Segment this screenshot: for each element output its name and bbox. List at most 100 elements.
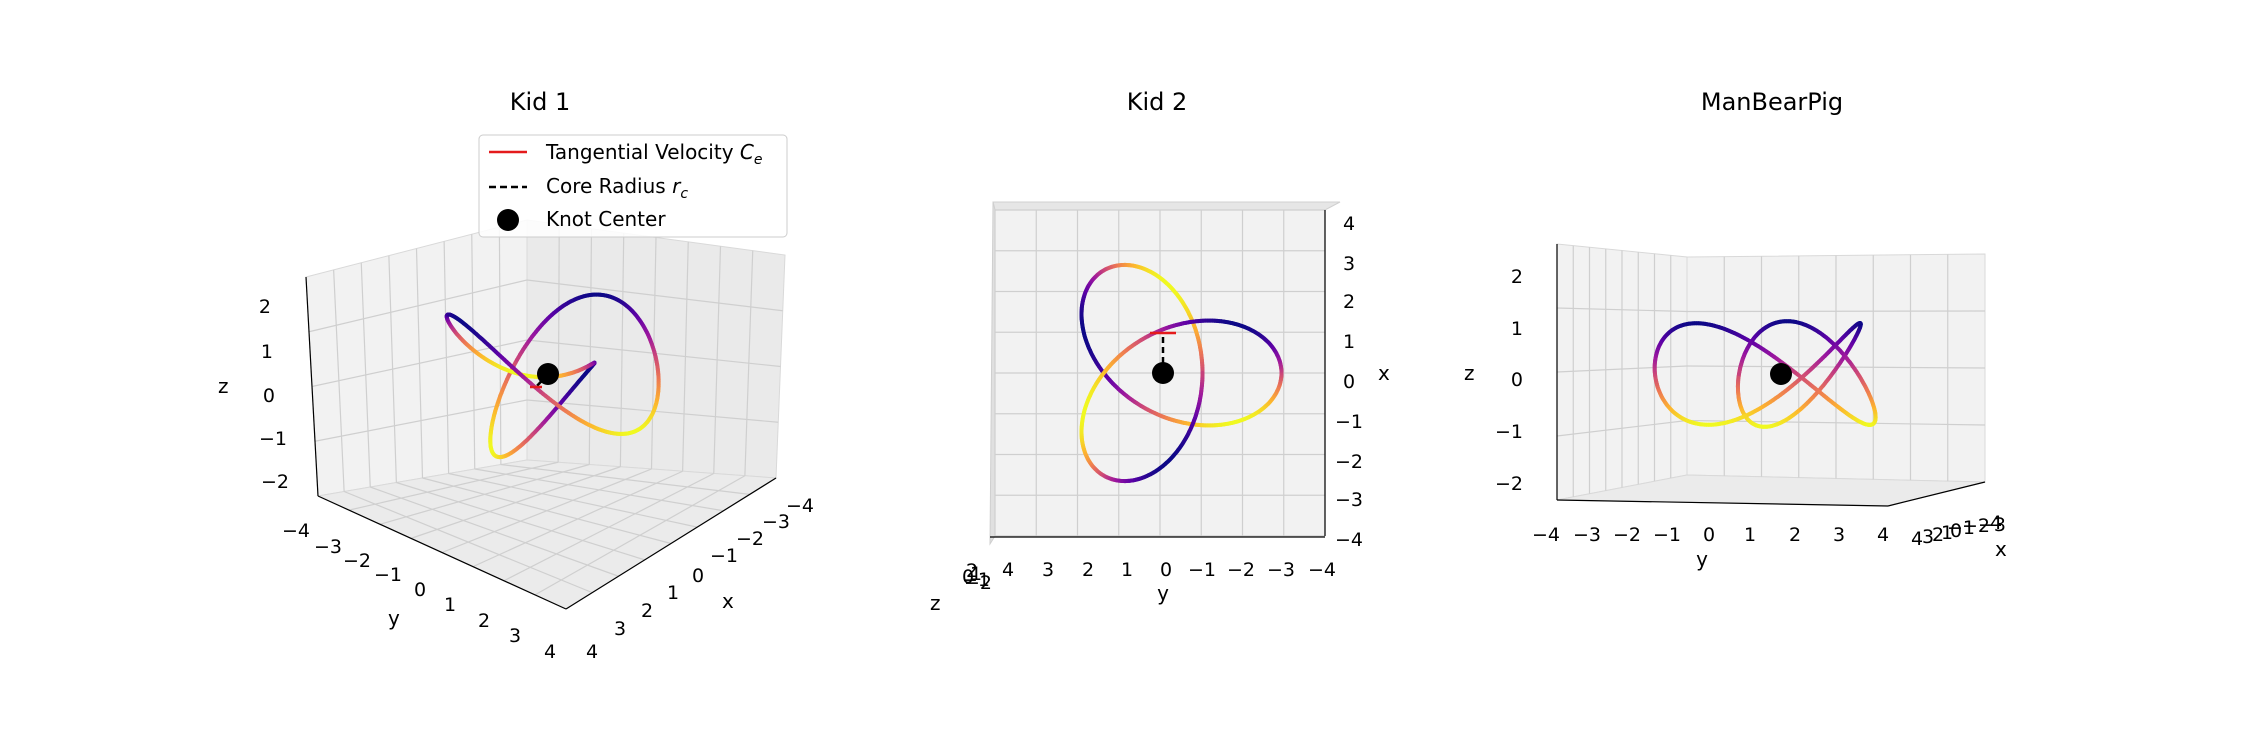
panel-3-x-axis-line xyxy=(1887,481,1986,507)
panel-2-knot-curve xyxy=(1079,262,1284,484)
panel-2-z-tick: −1 xyxy=(962,569,990,591)
panel-2-z-tick: −2 xyxy=(964,572,992,594)
panel-3-x-tick: 1 xyxy=(1941,522,1953,544)
panel-1-gridline xyxy=(500,463,750,495)
legend-center-label: Knot Center xyxy=(546,207,666,231)
panel-3-gridlines xyxy=(1556,245,1986,497)
legend-frame xyxy=(478,134,788,238)
panel-3-x-tick: 2 xyxy=(1932,524,1944,546)
panel-2-y-label: y xyxy=(1157,581,1169,605)
panel-3-x-tick: 4 xyxy=(1990,512,2002,534)
panel-2-y-tick: −3 xyxy=(1267,559,1295,581)
panel-3-x-tick: 0 xyxy=(1950,520,1962,542)
panel-3-z-tick: 0 xyxy=(1511,369,1523,391)
panel-1-x-tick: 2 xyxy=(641,600,653,622)
panel-1-z-axis-line xyxy=(305,276,319,497)
panel-2-y-tick: 1 xyxy=(1121,559,1133,581)
panel-2-z-tick: 0 xyxy=(962,566,974,588)
panel-2-knot-center-marker xyxy=(1152,362,1174,384)
panel-1-y-tick: −2 xyxy=(343,550,371,572)
legend: Tangential Velocity Ce Core Radius rc Kn… xyxy=(478,134,788,238)
panel-2-y-tick: −1 xyxy=(1188,559,1216,581)
panel-2-z-tick: 2 xyxy=(966,560,978,582)
panel-1-z-label: z xyxy=(218,374,229,398)
panel-1-y-tick: 1 xyxy=(444,594,456,616)
panel-1-x-tick: 3 xyxy=(614,618,626,640)
panel-2-x-tick: −2 xyxy=(1335,451,1363,473)
panel-2-y-tick: 0 xyxy=(1160,559,1172,581)
panel-3-z-label: z xyxy=(1464,361,1475,385)
panel-2-x-tick: 2 xyxy=(1343,291,1355,313)
panel-2-x-tick: 4 xyxy=(1343,213,1355,235)
panel-3-z-tick: 1 xyxy=(1511,318,1523,340)
panel-1-x-tick: −3 xyxy=(762,511,790,533)
panel-1-x-ticks: 4 3 2 1 0 −1 −2 −3 −4 xyxy=(586,495,814,663)
panel-1-gridline xyxy=(503,472,715,582)
panel-3-z-ticks: 2 1 0 −1 −2 xyxy=(1495,266,1523,495)
panel-1-z-tick: −1 xyxy=(259,428,287,450)
panel-2-y-tick: 3 xyxy=(1042,559,1054,581)
panel-3-x-tick: −1 xyxy=(1947,517,1975,539)
panel-3-x-tick: 4 xyxy=(1911,528,1923,550)
panel-2-left-sliver xyxy=(989,201,996,546)
panel-2-z-label: z xyxy=(930,591,941,615)
legend-center-swatch xyxy=(497,209,519,231)
panel-2-y-tick: 4 xyxy=(1002,559,1014,581)
panel-3-y-label: y xyxy=(1696,547,1708,571)
panel-1-x-tick: −1 xyxy=(710,545,738,567)
panel-2-x-tick: −1 xyxy=(1335,411,1363,433)
panel-1-y-label: y xyxy=(388,606,400,630)
panel-3-y-tick: −2 xyxy=(1613,524,1641,546)
panel-3-x-tick: −2 xyxy=(1962,515,1990,537)
panel-1-x-tick: −2 xyxy=(736,528,764,550)
panel-3-z-tick: −2 xyxy=(1495,473,1523,495)
panel-1-z-ticks: 2 1 0 −1 −2 xyxy=(259,296,289,493)
panel-2-x-tick: −4 xyxy=(1335,529,1363,551)
legend-radius-label: Core Radius rc xyxy=(546,174,688,202)
panel-2-x-tick: 0 xyxy=(1343,371,1355,393)
panel-2-top-sliver xyxy=(992,201,1341,211)
panel-2-title: Kid 2 xyxy=(1127,88,1188,116)
panel-kid-1: Kid 1 2 1 0 −1 −2 z −4 −3 −2 −1 0 1 2 3 xyxy=(218,88,814,663)
panel-3-x-ticks: 4 3 2 1 0 −1 −2 −3 4 xyxy=(1911,512,2006,550)
panel-3-x-tick: 3 xyxy=(1922,526,1934,548)
panel-2-x-tick: −3 xyxy=(1335,489,1363,511)
panel-1-x-tick: 0 xyxy=(692,565,704,587)
panel-1-gridline xyxy=(441,468,652,554)
panel-1-z-tick: 1 xyxy=(261,341,273,363)
panel-3-y-tick: 2 xyxy=(1789,524,1801,546)
panel-1-x-tick: −4 xyxy=(786,495,814,517)
panel-1-knot-segment xyxy=(515,355,521,362)
panel-3-x-label: x xyxy=(1995,537,2007,561)
panel-3-y-tick: −4 xyxy=(1532,524,1560,546)
panel-2-z-tick: 1 xyxy=(970,563,982,585)
panel-3-y-tick: 4 xyxy=(1877,524,1889,546)
panel-1-y-tick: 2 xyxy=(478,610,490,632)
panel-2-x-tick: 1 xyxy=(1343,331,1355,353)
panel-1-y-ticks: −4 −3 −2 −1 0 1 2 3 4 xyxy=(282,520,556,663)
panel-1-knot-center-marker xyxy=(537,363,559,385)
panel-1-gridline xyxy=(474,468,724,512)
panel-3-title: ManBearPig xyxy=(1701,88,1843,116)
panel-3-y-tick: −3 xyxy=(1573,524,1601,546)
panel-3-knot-curve xyxy=(1652,319,1878,429)
panel-3-z-tick: −1 xyxy=(1495,421,1523,443)
panel-kid-2: Kid 2 4 3 2 1 0 −1 −2 −3 −4 x 4 3 2 1 0 … xyxy=(930,88,1390,615)
panel-2-x-tick: 3 xyxy=(1343,253,1355,275)
panel-3-x-tick: −3 xyxy=(1978,514,2006,536)
panel-1-z-tick: 2 xyxy=(259,296,271,318)
panel-3-knot-center-marker xyxy=(1770,363,1792,385)
panel-manbearpig: ManBearPig 2 1 0 −1 −2 z −4 −3 −2 −1 0 1… xyxy=(1464,88,2007,571)
panel-2-y-ticks: 4 3 2 1 0 −1 −2 −3 −4 xyxy=(1002,559,1336,581)
panel-2-y-tick: −4 xyxy=(1308,559,1336,581)
panel-3-y-tick: 0 xyxy=(1703,524,1715,546)
panel-1-gridline xyxy=(526,279,783,312)
panel-2-y-tick: 2 xyxy=(1082,559,1094,581)
panel-1-x-tick: 4 xyxy=(586,641,598,663)
panel-1-gridline xyxy=(472,470,683,568)
panel-1-y-tick: 0 xyxy=(414,579,426,601)
panel-2-z-ticks: 2 1 0 −1 −2 xyxy=(962,560,992,594)
panel-1-x-axis-line xyxy=(565,477,777,610)
panel-3-y-tick: 1 xyxy=(1744,524,1756,546)
